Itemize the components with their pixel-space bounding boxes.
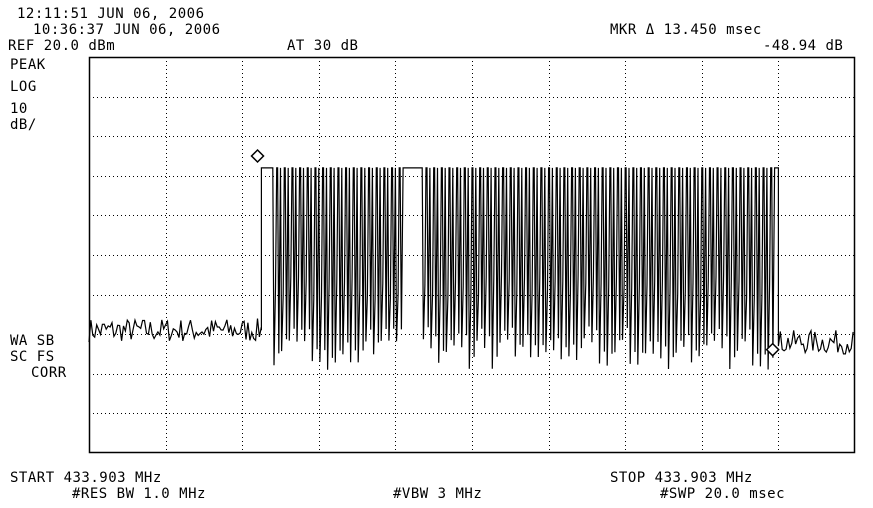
stop-frequency: STOP 433.903 MHz: [610, 470, 753, 486]
timestamp-1: 12:11:51 JUN 06, 2006: [17, 6, 205, 22]
delta-marker: [765, 342, 780, 357]
start-frequency: START 433.903 MHz: [10, 470, 162, 486]
scale-value-label: 10: [10, 101, 28, 117]
marker-delta-label: MKR Δ 13.450 msec: [610, 22, 762, 38]
scale-mode-label: LOG: [10, 79, 37, 95]
sweep-time: #SWP 20.0 msec: [660, 486, 786, 502]
attenuation: AT 30 dB: [287, 38, 359, 54]
marker-delta-value: -48.94 dB: [763, 38, 844, 54]
ref-level: REF 20.0 dBm: [8, 38, 116, 54]
timestamp-2: 10:36:37 JUN 06, 2006: [33, 22, 221, 38]
scale-unit-label: dB/: [10, 117, 37, 133]
signal-trace: [88, 167, 854, 370]
reference-marker: [250, 148, 265, 164]
resolution-bandwidth: #RES BW 1.0 MHz: [72, 486, 206, 502]
video-bandwidth: #VBW 3 MHz: [393, 486, 483, 502]
detector-label: PEAK: [10, 57, 46, 73]
sc-fs-label: SC FS: [10, 349, 55, 365]
wa-sb-label: WA SB: [10, 333, 55, 349]
corr-label: CORR: [31, 365, 67, 381]
